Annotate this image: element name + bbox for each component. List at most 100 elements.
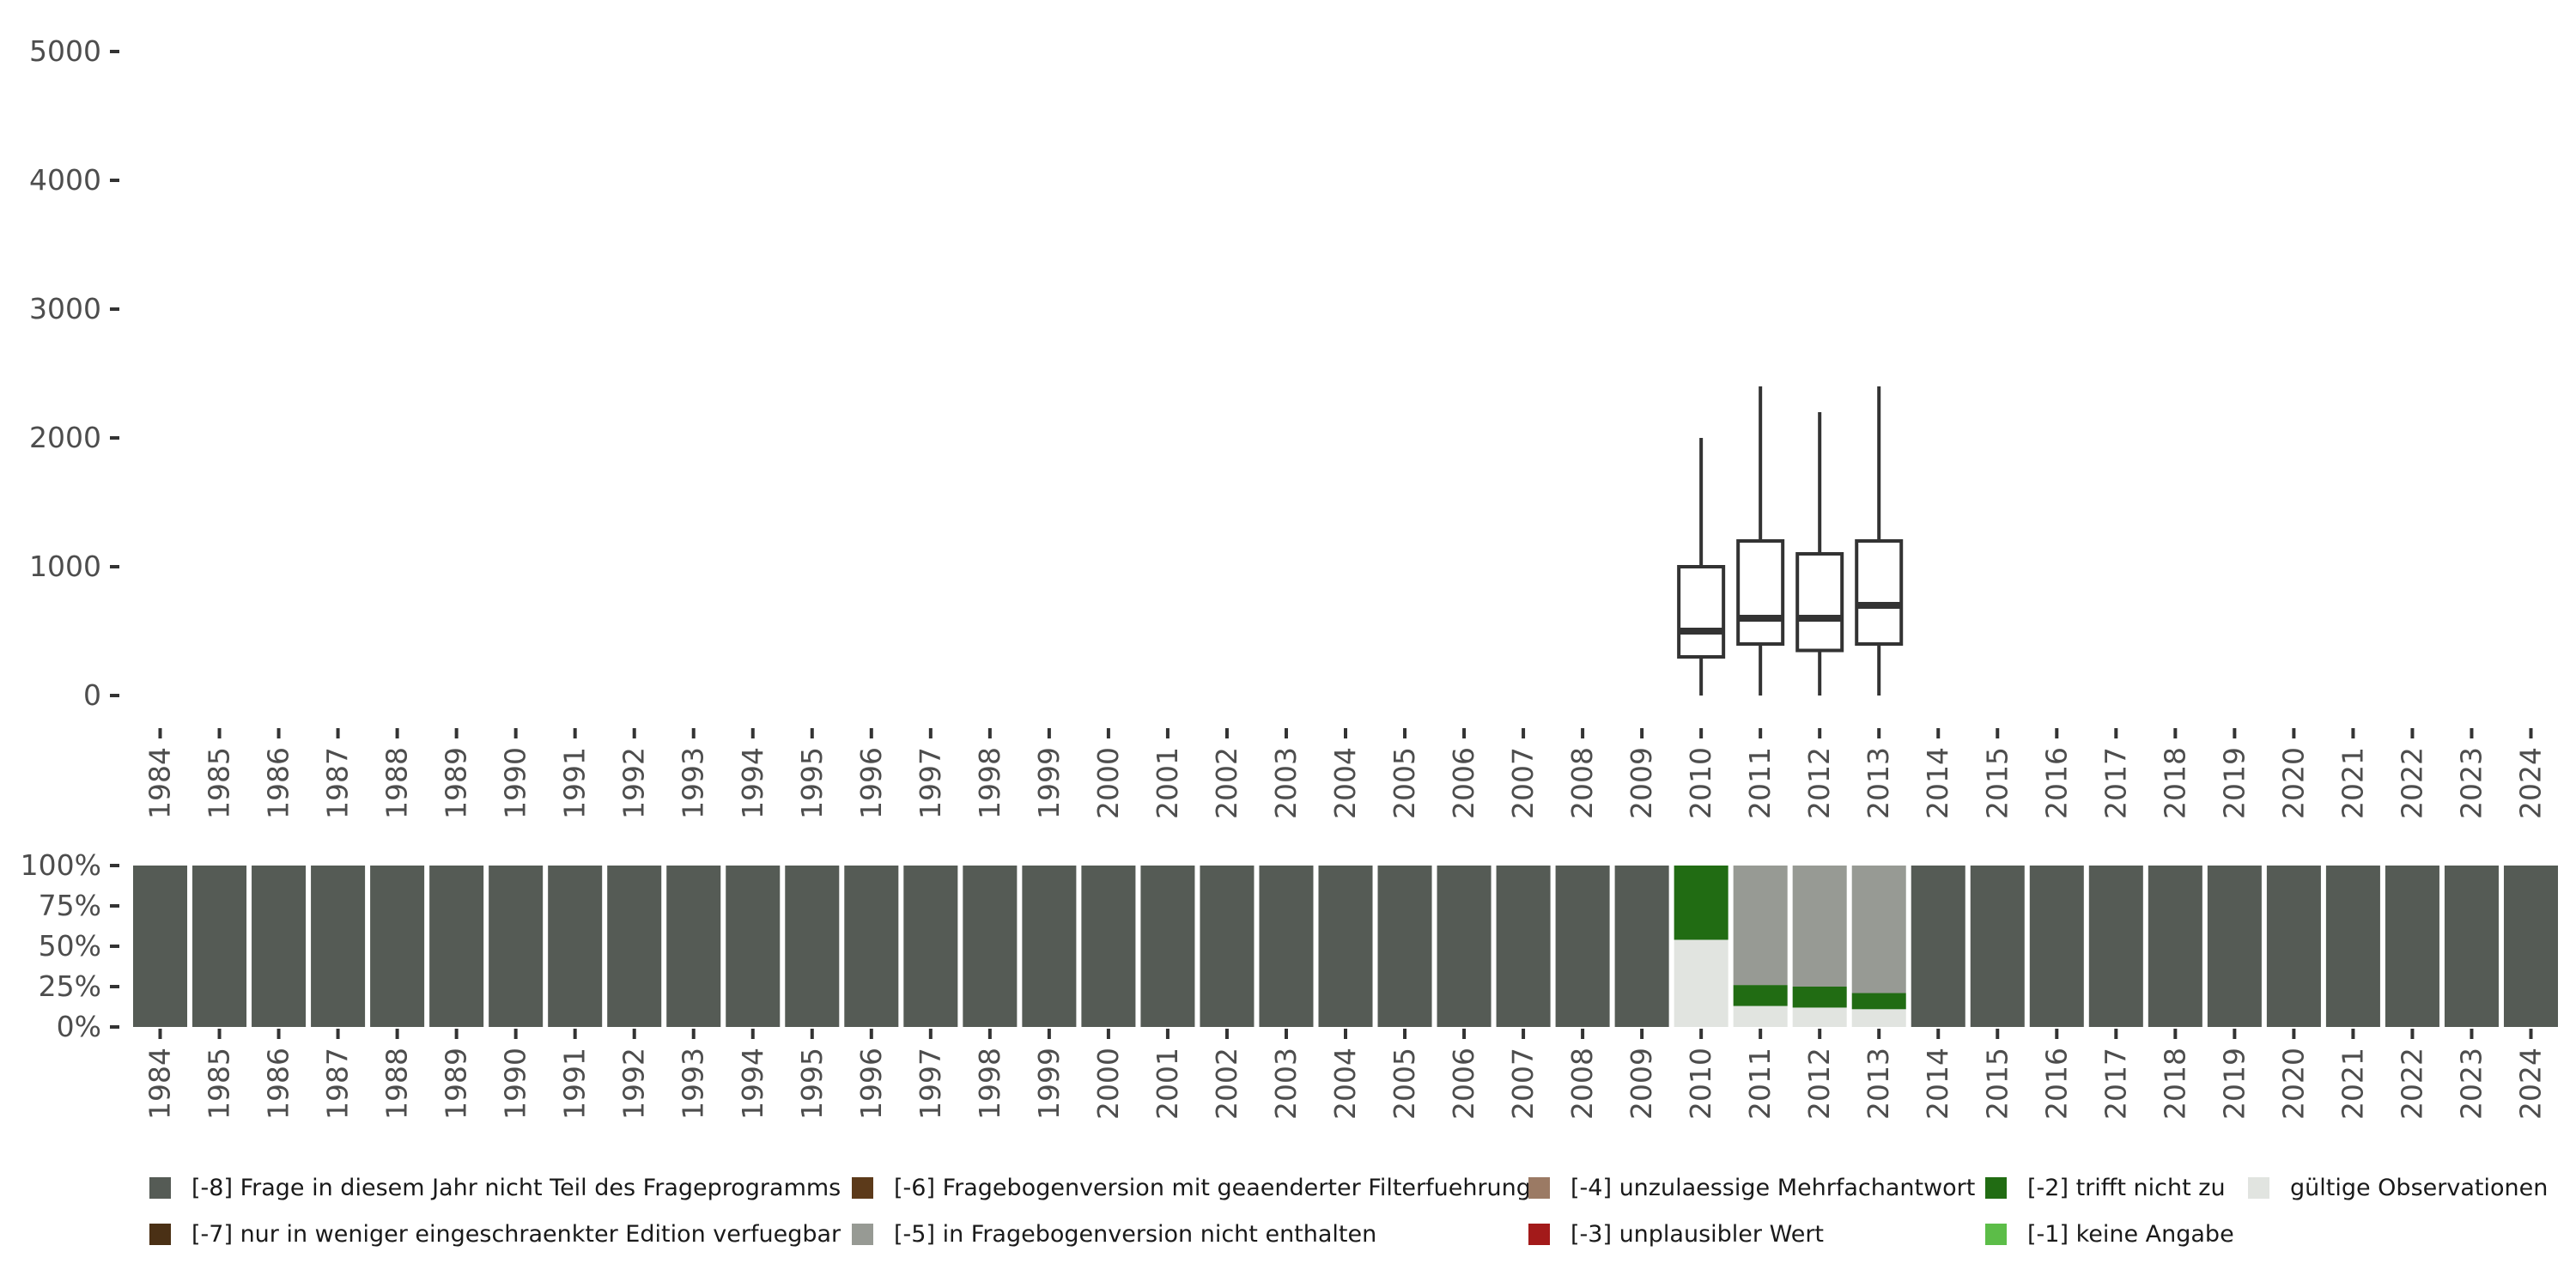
bar-2018 (2148, 866, 2202, 1027)
x-tick-label: 1992 (617, 1048, 651, 1120)
x-tick-label: 1993 (677, 1048, 710, 1120)
bar-2013 (1851, 866, 1906, 1027)
bar-segment (2088, 866, 2143, 1027)
bar-segment (844, 866, 899, 1027)
bar-1987 (311, 866, 366, 1027)
bar-segment (1733, 985, 1788, 1006)
bar-1997 (903, 866, 958, 1027)
legend-item: gültige Observationen (2248, 1175, 2548, 1201)
y-tick-label: 75% (39, 889, 101, 922)
bar-segment (2503, 866, 2558, 1027)
x-tick-label: 2008 (1565, 1048, 1599, 1120)
x-tick-label: 2017 (2099, 747, 2132, 819)
bar-2019 (2207, 866, 2262, 1027)
legend-item: [-7] nur in weniger eingeschraenkter Edi… (149, 1221, 841, 1248)
legend-label: gültige Observationen (2290, 1175, 2549, 1201)
bar-segment (1496, 866, 1551, 1027)
bar-1984 (133, 866, 188, 1027)
x-tick-label: 2003 (1269, 1048, 1303, 1120)
x-tick-label: 2024 (2513, 1048, 2547, 1120)
y-tick-label: 5000 (29, 34, 101, 68)
x-tick-label: 2015 (1980, 1048, 2014, 1120)
x-tick-label: 1999 (1032, 747, 1066, 819)
bar-2016 (2029, 866, 2084, 1027)
bar-2014 (1911, 866, 1965, 1027)
x-tick-label: 2022 (2395, 1048, 2428, 1120)
bar-2008 (1555, 866, 1610, 1027)
x-tick-label: 2006 (1447, 1048, 1480, 1120)
bar-2017 (2088, 866, 2143, 1027)
x-tick-label: 2023 (2454, 747, 2488, 819)
bar-2010 (1674, 866, 1728, 1027)
bar-segment (1437, 866, 1492, 1027)
box-iqr (1795, 552, 1844, 653)
x-tick-label: 2012 (1802, 747, 1836, 819)
legend-swatch (852, 1177, 873, 1199)
bar-1994 (726, 866, 781, 1027)
y-tick-label: 1000 (29, 550, 101, 583)
box-2011 (1736, 386, 1785, 696)
legend-label: [-1] keine Angabe (2027, 1221, 2234, 1248)
x-tick-label: 2004 (1328, 747, 1362, 819)
bar-2023 (2444, 866, 2499, 1027)
x-tick-label: 1996 (854, 1048, 888, 1120)
box-2010 (1677, 438, 1726, 696)
x-tick-label: 1997 (914, 747, 947, 819)
bar-segment (2207, 866, 2262, 1027)
bar-segment (1674, 866, 1728, 940)
bar-segment (2444, 866, 2499, 1027)
bar-2005 (1377, 866, 1432, 1027)
y-tick-label: 2000 (29, 421, 101, 454)
x-tick-label: 2011 (1743, 747, 1777, 819)
bar-segment (1733, 1005, 1788, 1027)
y-tick-label: 25% (39, 969, 101, 1003)
bar-1986 (252, 866, 307, 1027)
stacked-bar-panel: 0% 25% 50% 75% 100% 1984 1985 1986 1987 1988 1989 1… (21, 848, 2558, 1120)
bar-segment (785, 866, 840, 1027)
x-tick-label: 2023 (2454, 1048, 2488, 1120)
x-tick-label: 2004 (1328, 1048, 1362, 1120)
y-tick-label: 100% (21, 848, 101, 882)
x-tick-label: 2017 (2099, 1048, 2132, 1120)
x-tick-label: 2013 (1862, 1048, 1895, 1120)
bar-segment (607, 866, 662, 1027)
bar-segment (1614, 866, 1669, 1027)
bar-segment (1851, 993, 1906, 1010)
bar-segment (1851, 866, 1906, 993)
x-tick-label: 1985 (203, 1048, 236, 1120)
x-tick-label: 2002 (1210, 1048, 1243, 1120)
y-tick-label: 0% (57, 1010, 101, 1043)
x-tick-label: 1995 (795, 747, 829, 819)
bar-2015 (1970, 866, 2025, 1027)
x-tick-label: 1988 (380, 747, 414, 819)
x-tick-label: 2018 (2158, 747, 2191, 819)
box-iqr (1677, 565, 1726, 659)
bar-2001 (1140, 866, 1195, 1027)
bar-2021 (2325, 866, 2380, 1027)
bar-1992 (607, 866, 662, 1027)
bar-segment (1259, 866, 1314, 1027)
y-tick-label: 4000 (29, 163, 101, 197)
bar-2011 (1733, 866, 1788, 1027)
legend-swatch (149, 1177, 171, 1199)
legend-item: [-8] Frage in diesem Jahr nicht Teil des… (149, 1175, 841, 1201)
bar-segment (666, 866, 721, 1027)
bar-1998 (963, 866, 1018, 1027)
bar-1993 (666, 866, 721, 1027)
bar-1988 (370, 866, 425, 1027)
legend-label: [-8] Frage in diesem Jahr nicht Teil des… (191, 1175, 841, 1201)
bar-segment (1318, 866, 1373, 1027)
boxplot-panel: 0 1000 2000 3000 4000 5000 1984 1985 1986 1987 198… (29, 34, 2547, 819)
legend-swatch (149, 1224, 171, 1245)
x-tick-label: 1995 (795, 1048, 829, 1120)
bar-2012 (1792, 866, 1847, 1027)
x-tick-label: 2024 (2513, 747, 2547, 819)
x-tick-label: 2018 (2158, 1048, 2191, 1120)
x-tick-label: 1985 (203, 747, 236, 819)
x-tick-label: 2015 (1980, 747, 2014, 819)
x-tick-label: 1989 (440, 747, 473, 819)
bar-1996 (844, 866, 899, 1027)
x-tick-label: 2011 (1743, 1048, 1777, 1120)
x-tick-label: 1987 (321, 747, 355, 819)
